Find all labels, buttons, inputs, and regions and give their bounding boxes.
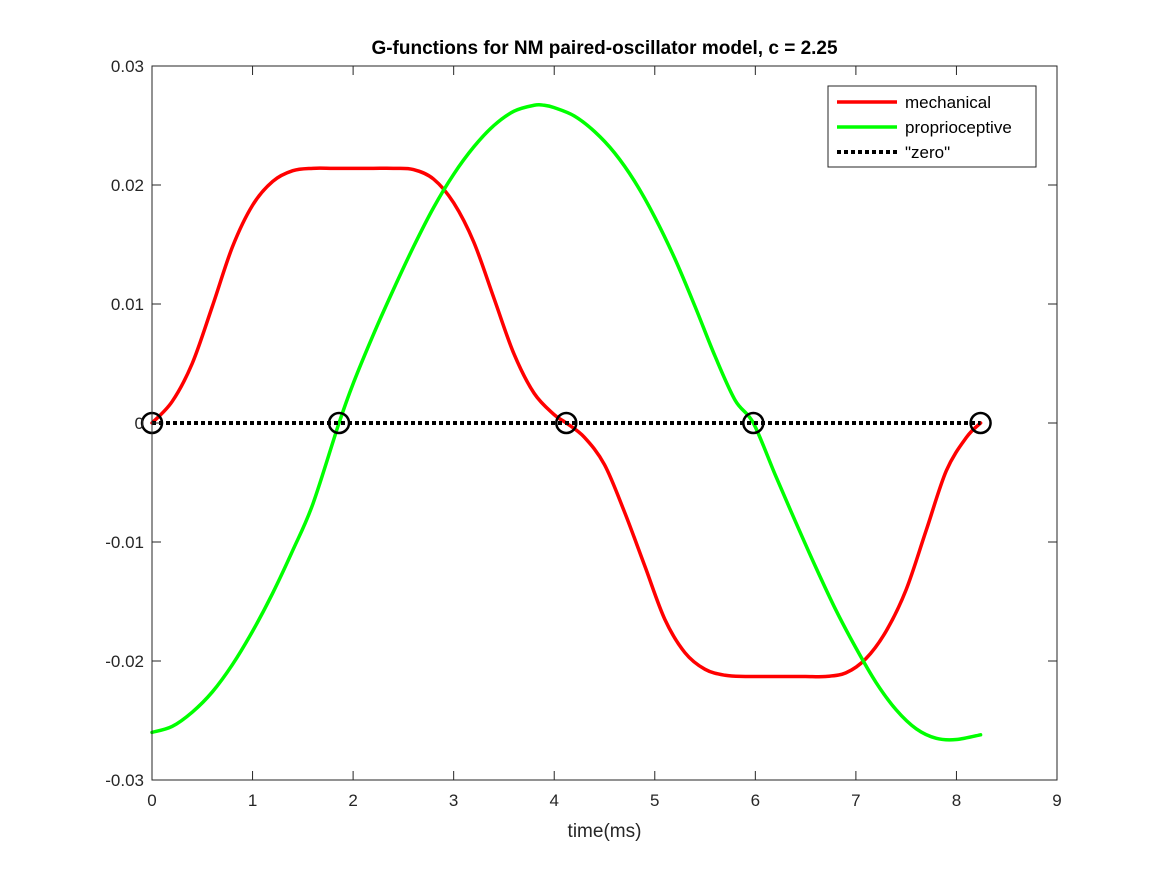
zero-crossing-marker — [555, 411, 578, 435]
zero-crossing-marker — [742, 411, 765, 435]
zero-crossing-marker — [327, 411, 351, 435]
legend-label: mechanical — [905, 93, 991, 112]
zero-crossing-marker — [969, 411, 992, 435]
series-layer — [150, 102, 983, 742]
y-tick-label: 0.03 — [111, 57, 144, 76]
marker-layer — [140, 411, 992, 435]
legend-label: "zero" — [905, 143, 950, 162]
x-tick-label: 0 — [147, 791, 156, 810]
x-tick-label: 1 — [248, 791, 257, 810]
y-tick-label: 0.02 — [111, 176, 144, 195]
x-tick-label: 7 — [851, 791, 860, 810]
y-tick-label: -0.03 — [105, 771, 144, 790]
x-tick-label: 4 — [549, 791, 558, 810]
legend: mechanical proprioceptive "zero" — [827, 85, 1037, 168]
legend-label: proprioceptive — [905, 118, 1012, 137]
y-tick-label: 0 — [135, 414, 144, 433]
y-tick-label: 0.01 — [111, 295, 144, 314]
x-axis-label: time(ms) — [568, 821, 642, 842]
x-tick-label: 3 — [449, 791, 458, 810]
x-tick-label: 5 — [650, 791, 659, 810]
y-tick-label: -0.01 — [105, 533, 144, 552]
x-tick-label: 9 — [1052, 791, 1061, 810]
chart-title: G-functions for NM paired-oscillator mod… — [371, 38, 838, 59]
tick-layer: 0 1 2 3 4 5 6 7 8 9 -0.03 -0.02 -0.01 0 0.01 0.02 0.03 — [105, 57, 1061, 810]
x-tick-label: 8 — [952, 791, 961, 810]
x-tick-label: 2 — [348, 791, 357, 810]
series-line-proprioceptive — [150, 102, 983, 742]
x-tick-label: 6 — [751, 791, 760, 810]
y-tick-label: -0.02 — [105, 652, 144, 671]
